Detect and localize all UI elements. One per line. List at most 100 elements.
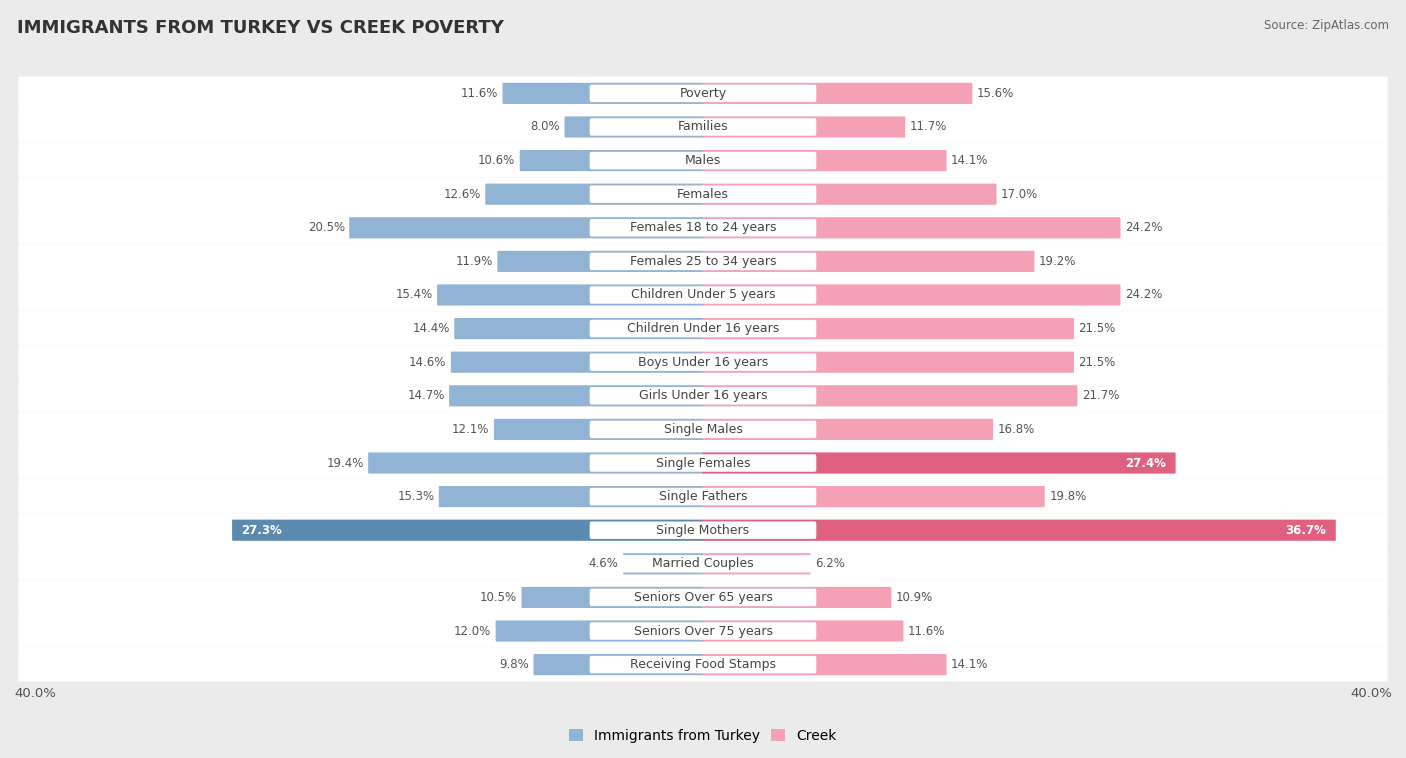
Text: Poverty: Poverty — [679, 87, 727, 100]
FancyBboxPatch shape — [18, 480, 1388, 513]
Text: 12.1%: 12.1% — [453, 423, 489, 436]
Text: 11.6%: 11.6% — [461, 87, 498, 100]
FancyBboxPatch shape — [703, 385, 1077, 406]
FancyBboxPatch shape — [703, 654, 946, 675]
FancyBboxPatch shape — [18, 446, 1388, 480]
FancyBboxPatch shape — [703, 553, 810, 575]
FancyBboxPatch shape — [520, 150, 703, 171]
Text: 4.6%: 4.6% — [589, 557, 619, 570]
Text: 14.1%: 14.1% — [950, 658, 988, 671]
Text: Females 25 to 34 years: Females 25 to 34 years — [630, 255, 776, 268]
Text: 14.4%: 14.4% — [412, 322, 450, 335]
Text: Children Under 16 years: Children Under 16 years — [627, 322, 779, 335]
FancyBboxPatch shape — [589, 252, 817, 270]
FancyBboxPatch shape — [703, 117, 905, 137]
Text: 19.4%: 19.4% — [326, 456, 364, 469]
Text: Females 18 to 24 years: Females 18 to 24 years — [630, 221, 776, 234]
FancyBboxPatch shape — [703, 218, 1121, 238]
FancyBboxPatch shape — [18, 278, 1388, 312]
Text: 27.4%: 27.4% — [1125, 456, 1167, 469]
FancyBboxPatch shape — [589, 488, 817, 506]
Text: 14.7%: 14.7% — [408, 390, 444, 402]
Text: 10.6%: 10.6% — [478, 154, 515, 167]
Text: Single Males: Single Males — [664, 423, 742, 436]
Text: 40.0%: 40.0% — [1350, 687, 1392, 700]
FancyBboxPatch shape — [703, 621, 904, 641]
Text: 12.6%: 12.6% — [443, 188, 481, 201]
Text: 10.9%: 10.9% — [896, 591, 934, 604]
Text: 19.2%: 19.2% — [1039, 255, 1076, 268]
FancyBboxPatch shape — [18, 614, 1388, 648]
FancyBboxPatch shape — [18, 412, 1388, 446]
Text: Children Under 5 years: Children Under 5 years — [631, 289, 775, 302]
Text: 24.2%: 24.2% — [1125, 221, 1163, 234]
FancyBboxPatch shape — [18, 177, 1388, 211]
FancyBboxPatch shape — [18, 312, 1388, 346]
FancyBboxPatch shape — [589, 454, 817, 471]
FancyBboxPatch shape — [703, 486, 1045, 507]
FancyBboxPatch shape — [589, 219, 817, 236]
Text: Seniors Over 75 years: Seniors Over 75 years — [634, 625, 772, 637]
Text: 21.5%: 21.5% — [1078, 356, 1116, 368]
Text: 10.5%: 10.5% — [479, 591, 517, 604]
FancyBboxPatch shape — [454, 318, 703, 339]
FancyBboxPatch shape — [18, 77, 1388, 110]
Text: Girls Under 16 years: Girls Under 16 years — [638, 390, 768, 402]
FancyBboxPatch shape — [589, 186, 817, 203]
FancyBboxPatch shape — [589, 85, 817, 102]
FancyBboxPatch shape — [589, 522, 817, 539]
FancyBboxPatch shape — [18, 346, 1388, 379]
FancyBboxPatch shape — [589, 353, 817, 371]
FancyBboxPatch shape — [502, 83, 703, 104]
FancyBboxPatch shape — [589, 118, 817, 136]
FancyBboxPatch shape — [18, 648, 1388, 681]
Text: 19.8%: 19.8% — [1049, 490, 1087, 503]
FancyBboxPatch shape — [703, 150, 946, 171]
FancyBboxPatch shape — [589, 555, 817, 572]
Text: 40.0%: 40.0% — [14, 687, 56, 700]
FancyBboxPatch shape — [703, 183, 997, 205]
FancyBboxPatch shape — [496, 621, 703, 641]
FancyBboxPatch shape — [439, 486, 703, 507]
FancyBboxPatch shape — [623, 553, 703, 575]
Text: 27.3%: 27.3% — [242, 524, 283, 537]
Text: Married Couples: Married Couples — [652, 557, 754, 570]
FancyBboxPatch shape — [18, 581, 1388, 614]
FancyBboxPatch shape — [18, 144, 1388, 177]
FancyBboxPatch shape — [589, 320, 817, 337]
Text: 16.8%: 16.8% — [997, 423, 1035, 436]
FancyBboxPatch shape — [703, 251, 1035, 272]
FancyBboxPatch shape — [449, 385, 703, 406]
Text: 9.8%: 9.8% — [499, 658, 529, 671]
Text: Single Fathers: Single Fathers — [659, 490, 747, 503]
FancyBboxPatch shape — [232, 520, 703, 540]
FancyBboxPatch shape — [18, 110, 1388, 144]
FancyBboxPatch shape — [589, 656, 817, 673]
FancyBboxPatch shape — [565, 117, 703, 137]
FancyBboxPatch shape — [703, 352, 1074, 373]
FancyBboxPatch shape — [498, 251, 703, 272]
FancyBboxPatch shape — [533, 654, 703, 675]
Text: 17.0%: 17.0% — [1001, 188, 1038, 201]
FancyBboxPatch shape — [451, 352, 703, 373]
Text: 15.6%: 15.6% — [977, 87, 1014, 100]
Text: 24.2%: 24.2% — [1125, 289, 1163, 302]
FancyBboxPatch shape — [589, 622, 817, 640]
Text: 6.2%: 6.2% — [815, 557, 845, 570]
Text: 21.7%: 21.7% — [1083, 390, 1119, 402]
FancyBboxPatch shape — [703, 318, 1074, 339]
FancyBboxPatch shape — [703, 83, 973, 104]
FancyBboxPatch shape — [589, 387, 817, 405]
Text: Single Females: Single Females — [655, 456, 751, 469]
FancyBboxPatch shape — [589, 589, 817, 606]
Text: 14.1%: 14.1% — [950, 154, 988, 167]
FancyBboxPatch shape — [703, 453, 1175, 474]
Text: Families: Families — [678, 121, 728, 133]
Text: 15.4%: 15.4% — [395, 289, 433, 302]
FancyBboxPatch shape — [589, 152, 817, 169]
Text: Receiving Food Stamps: Receiving Food Stamps — [630, 658, 776, 671]
Text: 12.0%: 12.0% — [454, 625, 491, 637]
FancyBboxPatch shape — [485, 183, 703, 205]
Text: Seniors Over 65 years: Seniors Over 65 years — [634, 591, 772, 604]
FancyBboxPatch shape — [18, 513, 1388, 547]
